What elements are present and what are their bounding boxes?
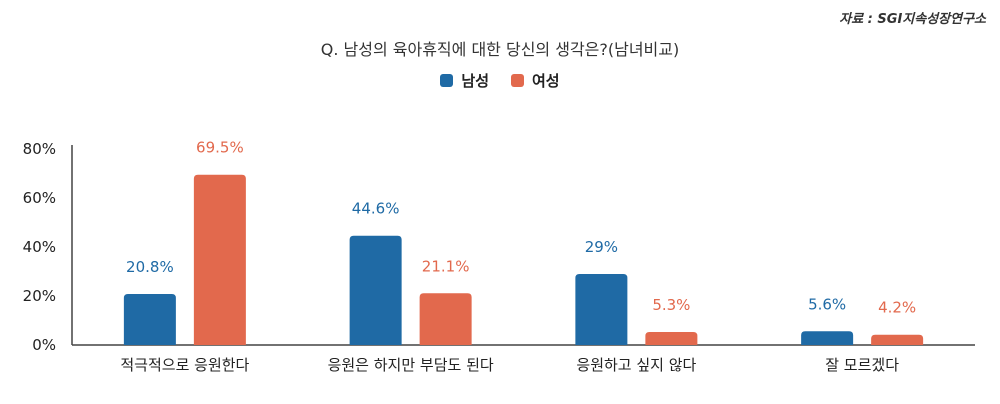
data-label-female: 21.1% xyxy=(422,257,470,275)
data-label-female: 69.5% xyxy=(196,139,244,157)
legend-label-male: 남성 xyxy=(461,72,489,90)
data-label-male: 20.8% xyxy=(126,258,174,276)
y-tick-label: 40% xyxy=(23,238,56,256)
legend: 남성 여성 xyxy=(0,70,1000,91)
data-label-male: 44.6% xyxy=(352,200,400,218)
bar-female xyxy=(419,293,472,345)
bar-female xyxy=(193,174,246,345)
data-label-female: 4.2% xyxy=(878,299,916,317)
legend-swatch-male xyxy=(440,74,454,87)
data-label-male: 29% xyxy=(585,238,618,256)
bar-male xyxy=(349,235,402,345)
y-tick-label: 80% xyxy=(23,140,56,158)
bar-male xyxy=(123,294,176,345)
category-label: 잘 모르겠다 xyxy=(825,356,899,374)
category-label: 응원은 하지만 부담도 된다 xyxy=(328,356,494,374)
category-label: 응원하고 싶지 않다 xyxy=(576,356,696,374)
data-label-male: 5.6% xyxy=(808,295,846,313)
bar-female xyxy=(645,332,698,345)
chart-title: Q. 남성의 육아휴직에 대한 당신의 생각은?(남녀비교) xyxy=(320,40,680,59)
y-tick-label: 60% xyxy=(23,189,56,207)
legend-swatch-female xyxy=(511,74,524,87)
data-label-female: 5.3% xyxy=(652,296,690,314)
legend-item-female: 여성 xyxy=(511,70,560,91)
category-label: 적극적으로 응원한다 xyxy=(120,356,249,374)
bar-male xyxy=(575,273,628,345)
y-tick-label: 20% xyxy=(23,287,56,305)
source-note: 자료 : SGI지속성장연구소 xyxy=(839,12,986,27)
bar-male xyxy=(801,331,854,345)
y-tick-label: 0% xyxy=(32,336,56,354)
legend-item-male: 남성 xyxy=(440,70,489,91)
legend-label-female: 여성 xyxy=(532,72,560,90)
bar-female xyxy=(871,334,924,345)
